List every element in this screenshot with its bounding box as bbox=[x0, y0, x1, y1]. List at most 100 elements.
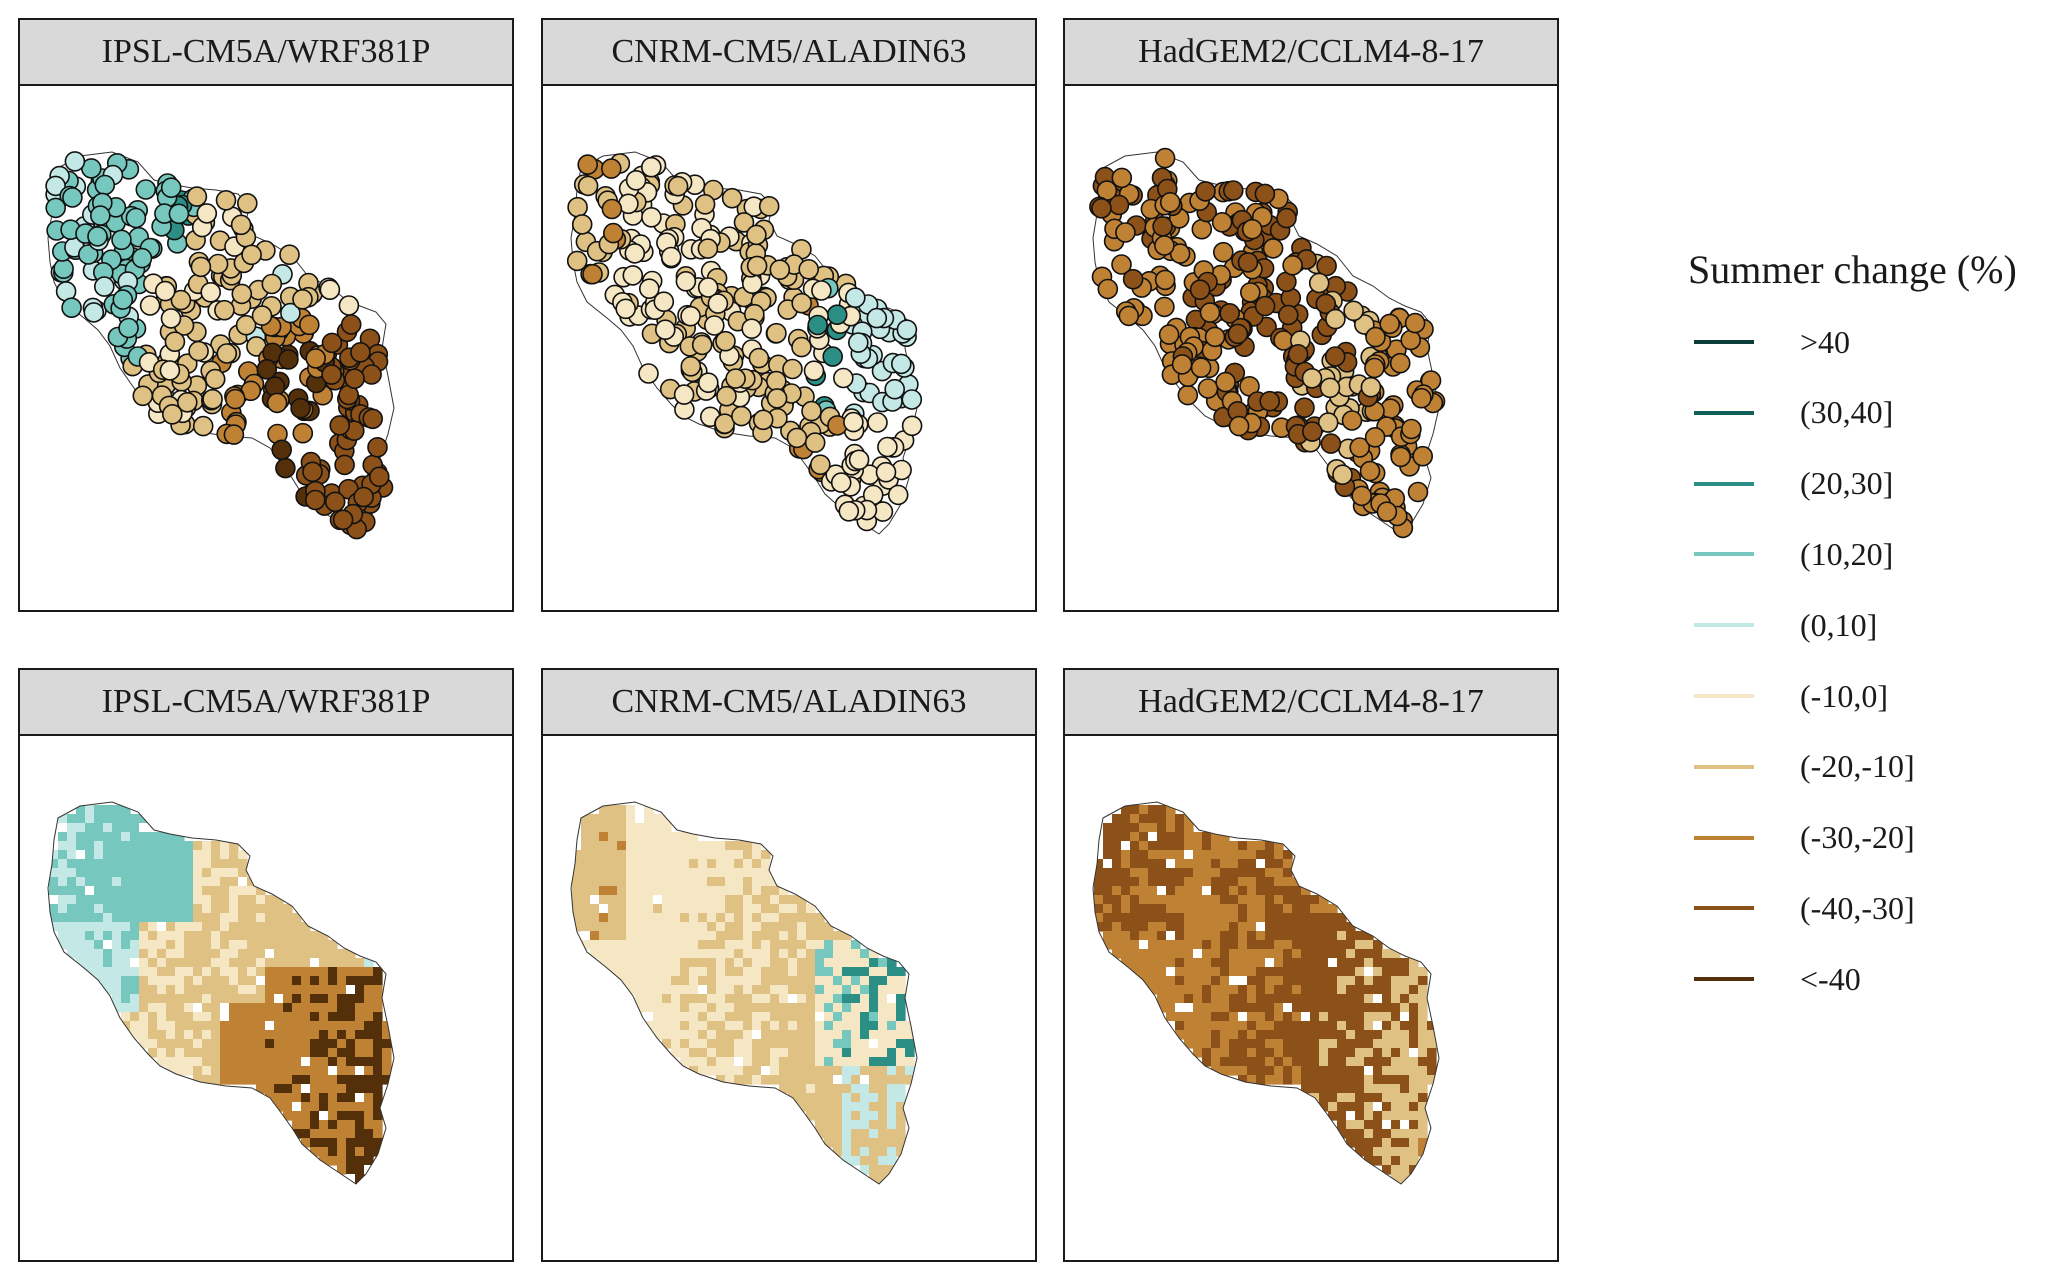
catchment-cell bbox=[175, 850, 185, 860]
catchment-cell bbox=[806, 949, 816, 959]
catchment-cell bbox=[815, 949, 825, 959]
catchment-cell bbox=[1355, 994, 1365, 1004]
station-point bbox=[1315, 293, 1337, 315]
catchment-cell bbox=[1418, 1084, 1428, 1094]
catchment-cell bbox=[1247, 841, 1257, 851]
catchment-cell bbox=[148, 1021, 158, 1031]
catchment-cell bbox=[1355, 958, 1365, 968]
catchment-cell bbox=[1292, 994, 1302, 1004]
catchment-cell bbox=[256, 895, 266, 905]
legend-item: (-10,0] bbox=[1694, 676, 1888, 716]
catchment-cell bbox=[319, 976, 329, 986]
catchment-cell bbox=[626, 895, 636, 905]
catchment-cell bbox=[1256, 904, 1266, 914]
station-point bbox=[45, 175, 66, 197]
catchment-cell bbox=[716, 1021, 726, 1031]
catchment-cell bbox=[905, 1075, 915, 1085]
catchment-cell bbox=[1382, 1057, 1392, 1067]
station-point bbox=[603, 222, 624, 244]
catchment-cell bbox=[842, 1075, 852, 1085]
catchment-cell bbox=[94, 967, 104, 977]
catchment-cell bbox=[1193, 859, 1203, 869]
catchment-cell bbox=[265, 913, 275, 923]
catchment-cell bbox=[247, 976, 257, 986]
station-point bbox=[160, 308, 182, 329]
catchment-cell bbox=[1328, 958, 1338, 968]
catchment-cell bbox=[292, 913, 302, 923]
catchment-cell bbox=[743, 976, 753, 986]
catchment-cell bbox=[608, 895, 618, 905]
catchment-cell bbox=[1292, 949, 1302, 959]
catchment-cell bbox=[265, 1057, 275, 1067]
catchment-cell bbox=[292, 1066, 302, 1076]
catchment-cell bbox=[1274, 949, 1284, 959]
catchment-cell bbox=[1202, 940, 1212, 950]
catchment-cell bbox=[256, 985, 266, 995]
station-point bbox=[78, 244, 99, 265]
catchment-cell bbox=[1337, 1057, 1347, 1067]
catchment-cell bbox=[193, 958, 203, 968]
catchment-cell bbox=[364, 1039, 374, 1049]
catchment-cell bbox=[1184, 1012, 1194, 1022]
catchment-cell bbox=[94, 805, 104, 815]
catchment-cell bbox=[590, 814, 600, 824]
catchment-cell bbox=[896, 994, 906, 1004]
catchment-cell bbox=[1274, 1030, 1284, 1040]
catchment-cell bbox=[707, 1021, 717, 1031]
catchment-cell bbox=[1202, 949, 1212, 959]
catchment-cell bbox=[1202, 976, 1212, 986]
catchment-cell bbox=[797, 895, 807, 905]
catchment-cell bbox=[734, 1075, 744, 1085]
catchment-cell bbox=[698, 931, 708, 941]
catchment-cell bbox=[184, 931, 194, 941]
catchment-cell bbox=[1391, 1165, 1401, 1175]
catchment-cell bbox=[310, 1120, 320, 1130]
catchment-cell bbox=[1319, 976, 1329, 986]
catchment-cell bbox=[328, 1039, 338, 1049]
catchment-cell bbox=[833, 1120, 843, 1130]
catchment-cell bbox=[1346, 1039, 1356, 1049]
catchment-cell bbox=[707, 922, 717, 932]
catchment-cell bbox=[1418, 1129, 1428, 1139]
catchment-cell bbox=[608, 877, 618, 887]
catchment-cell bbox=[193, 922, 203, 932]
catchment-cell bbox=[319, 1111, 329, 1121]
catchment-cell bbox=[148, 994, 158, 1004]
catchment-cell bbox=[175, 1066, 185, 1076]
catchment-cell bbox=[878, 1021, 888, 1031]
catchment-cell bbox=[1283, 859, 1293, 869]
catchment-cell bbox=[112, 949, 122, 959]
catchment-cell bbox=[85, 859, 95, 869]
catchment-cell bbox=[1301, 958, 1311, 968]
catchment-cell bbox=[869, 967, 879, 977]
catchment-cell bbox=[328, 1048, 338, 1058]
catchment-cell bbox=[725, 958, 735, 968]
catchment-cell bbox=[1328, 967, 1338, 977]
catchment-cell bbox=[653, 1030, 663, 1040]
catchment-cell bbox=[653, 958, 663, 968]
catchment-cell bbox=[1292, 940, 1302, 950]
catchment-cell bbox=[734, 1030, 744, 1040]
catchment-cell bbox=[1364, 1129, 1374, 1139]
catchment-cell bbox=[211, 913, 221, 923]
catchment-cell bbox=[599, 958, 609, 968]
catchment-cell bbox=[1355, 1102, 1365, 1112]
catchment-cell bbox=[1238, 1048, 1248, 1058]
station-point bbox=[154, 280, 176, 302]
catchment-cell bbox=[725, 976, 735, 986]
catchment-cell bbox=[716, 958, 726, 968]
catchment-cell bbox=[905, 1021, 915, 1031]
catchment-cell bbox=[1301, 904, 1311, 914]
catchment-cell bbox=[1193, 940, 1203, 950]
catchment-cell bbox=[184, 859, 194, 869]
catchment-cell bbox=[1094, 913, 1104, 923]
catchment-cell bbox=[292, 940, 302, 950]
catchment-cell bbox=[779, 967, 789, 977]
catchment-cell bbox=[310, 1075, 320, 1085]
catchment-cell bbox=[1364, 931, 1374, 941]
catchment-cell bbox=[887, 1003, 897, 1013]
catchment-cell bbox=[680, 868, 690, 878]
catchment-cell bbox=[1283, 904, 1293, 914]
catchment-cell bbox=[220, 904, 230, 914]
station-point bbox=[139, 295, 161, 316]
